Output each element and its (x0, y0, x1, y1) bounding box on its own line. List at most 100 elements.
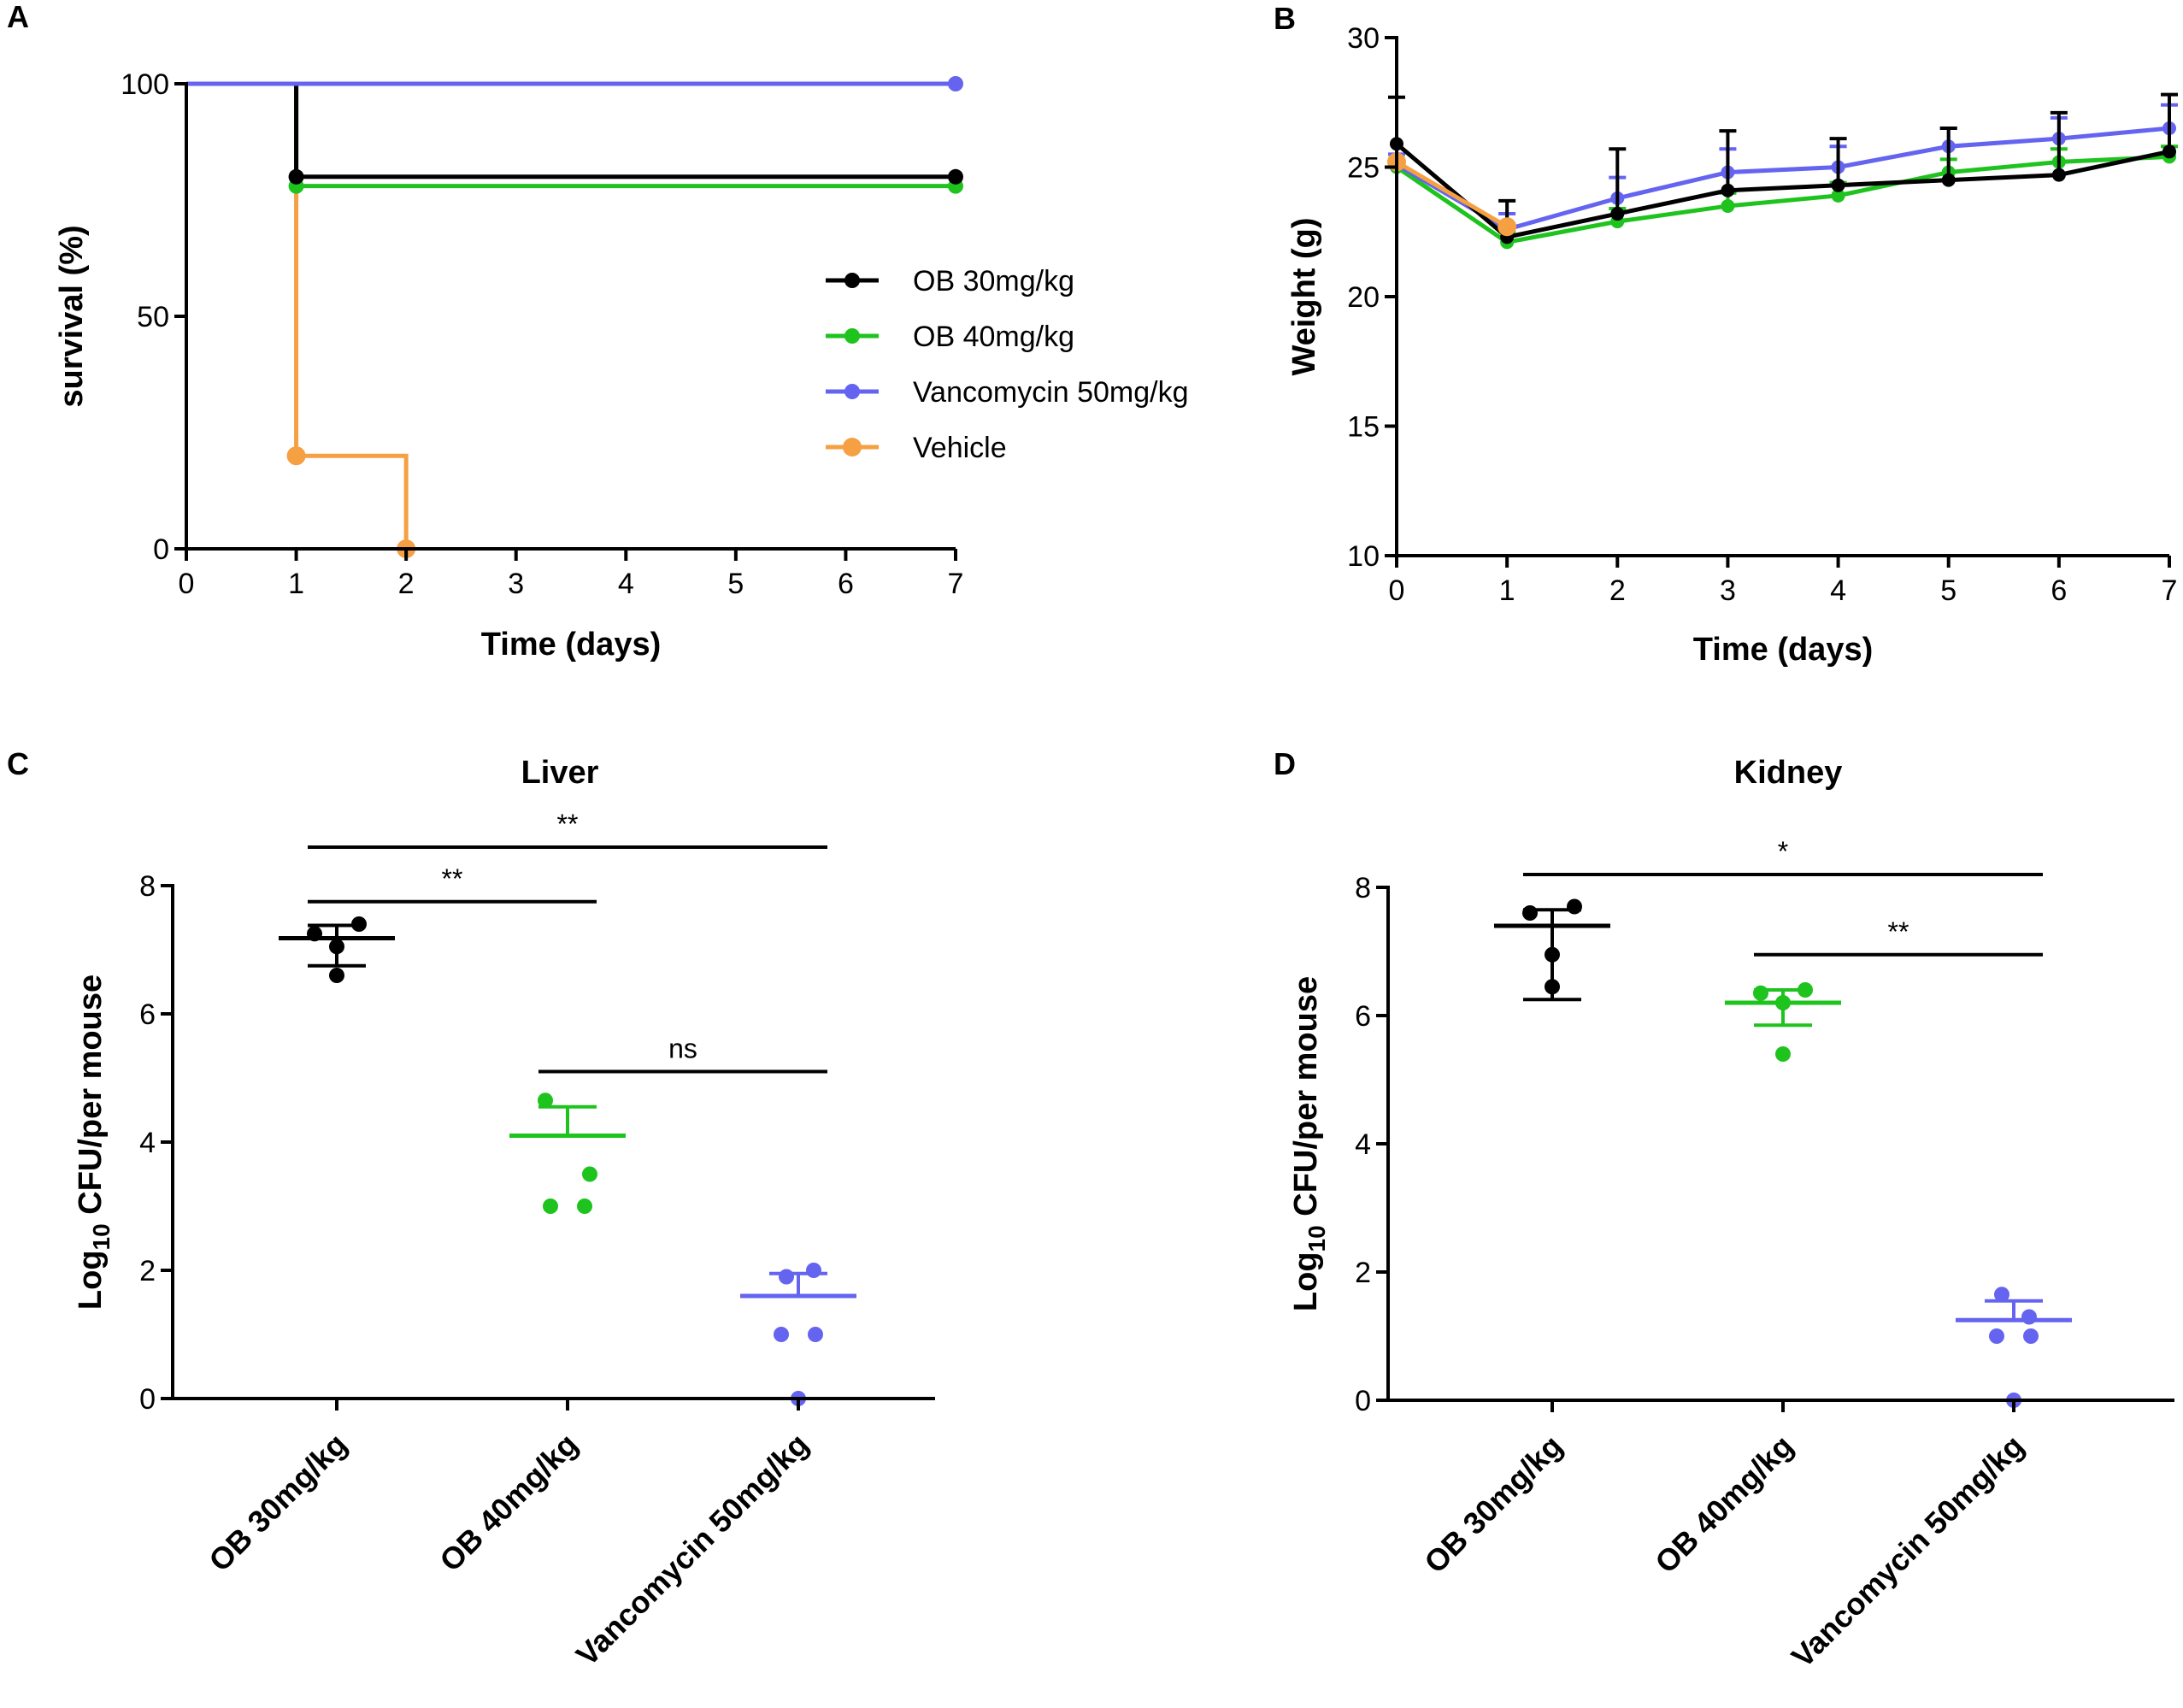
x-tick-label: 2 (1609, 574, 1626, 607)
data-point (1522, 905, 1538, 921)
series-line-0 (186, 81, 956, 180)
y-axis-title-log: Log (1288, 1252, 1324, 1311)
legend-marker (844, 328, 860, 344)
x-tick-label: 3 (508, 568, 524, 600)
data-point (1941, 173, 1956, 187)
x-tick-label: 5 (727, 568, 744, 600)
significance-label: ** (1888, 916, 1909, 947)
data-point (948, 168, 963, 185)
data-point (288, 168, 304, 185)
series-line-2 (1395, 142, 2170, 240)
data-point (351, 916, 367, 932)
significance-label: ** (442, 863, 463, 894)
legend-label: OB 30mg/kg (913, 265, 1074, 297)
y-tick-label: 2 (139, 1255, 156, 1287)
significance-label: ** (557, 809, 579, 839)
legend-marker (844, 273, 860, 288)
panel-letter-b: B (1274, 1, 1296, 36)
data-point (1610, 207, 1625, 221)
x-tick-label: 3 (1720, 574, 1736, 607)
x-tick-label: 1 (288, 568, 304, 600)
legend-marker (844, 384, 860, 399)
y-axis-title-subscript: 10 (88, 1223, 115, 1250)
y-tick-label: 20 (1347, 281, 1380, 314)
y-tick-label: 8 (139, 870, 156, 903)
data-point (1721, 198, 1735, 213)
data-point (1753, 985, 1768, 1001)
series-line-1 (1395, 126, 2170, 232)
x-tick-label: 4 (1830, 574, 1846, 607)
x-tick-label: 0 (179, 568, 195, 600)
category-label: OB 30mg/kg (1417, 1428, 1569, 1581)
series-line-0 (1395, 154, 2170, 245)
y-tick-label: 100 (121, 68, 169, 101)
data-point (307, 926, 322, 942)
y-tick-label: 6 (139, 998, 156, 1031)
data-point (1721, 183, 1735, 197)
y-axis-title: Weight (g) (1286, 217, 1322, 375)
y-tick-label: 2 (1355, 1257, 1371, 1289)
data-point (1775, 1046, 1791, 1062)
legend-label: Vancomycin 50mg/kg (913, 376, 1189, 409)
x-tick-label: 7 (948, 568, 964, 600)
y-tick-label: 50 (137, 301, 169, 333)
y-tick-label: 4 (139, 1127, 156, 1159)
chart-title: Liver (521, 755, 599, 791)
data-point (779, 1269, 794, 1285)
x-tick-label: 5 (1940, 574, 1956, 607)
category-label: Vancomycin 50mg/kg (1785, 1428, 2031, 1675)
y-tick-label: 0 (153, 533, 169, 566)
x-tick-label: 6 (2051, 574, 2067, 607)
y-tick-label: 15 (1347, 411, 1380, 444)
legend-label: Vehicle (913, 432, 1007, 464)
data-point (1831, 178, 1845, 192)
data-point (806, 1263, 821, 1278)
x-tick-label: 4 (618, 568, 634, 600)
category-label: Vancomycin 50mg/kg (569, 1427, 815, 1673)
y-tick-label: 4 (1355, 1128, 1371, 1161)
significance-label: ns (668, 1034, 697, 1064)
y-tick-label: 25 (1347, 152, 1380, 185)
x-tick-label: 7 (2162, 574, 2178, 607)
y-axis-title: Log10 CFU/per mouse (1288, 976, 1330, 1311)
data-point (577, 1199, 592, 1214)
y-axis-title-rest: CFU/per mouse (1288, 976, 1324, 1225)
data-point (329, 939, 344, 955)
legend-label: OB 40mg/kg (913, 321, 1074, 353)
y-axis-title: Log10 CFU/per mouse (73, 975, 115, 1310)
data-point (1498, 217, 1517, 237)
y-axis-title-log: Log (73, 1250, 109, 1310)
data-point (543, 1199, 558, 1214)
series-line-3 (1395, 160, 1509, 229)
data-point (2051, 168, 2066, 182)
data-point (1831, 188, 1845, 203)
chart-title: Kidney (1734, 755, 1843, 791)
y-axis-title: survival (%) (54, 225, 90, 407)
data-point (948, 76, 963, 91)
liver-cfu-chart: ** ** ns 0 2 4 6 8 OB 30mg/kg OB 40mg/kgVancomyci… (73, 755, 935, 1673)
data-point (774, 1327, 789, 1342)
y-axis-title-rest: CFU/per mouse (73, 975, 109, 1223)
data-point (1545, 979, 1560, 995)
significance-label: * (1778, 836, 1788, 867)
data-point (1567, 898, 1582, 915)
x-axis-title: Time (days) (1693, 632, 1873, 668)
data-point (2023, 1328, 2039, 1344)
weight-chart: 0 1 2 3 4 5 6 7 10 15 20 25 30 Time (days) Weight (g) (1286, 22, 2178, 668)
data-point (1775, 995, 1791, 1010)
y-tick-label: 6 (1355, 1000, 1371, 1033)
series-line-1 (186, 81, 956, 189)
data-point (538, 1093, 553, 1109)
panel-letter-d: D (1274, 746, 1296, 781)
x-tick-label: 1 (1499, 574, 1515, 607)
y-axis-title-subscript: 10 (1303, 1225, 1330, 1252)
data-point (1545, 946, 1560, 963)
legend-marker (843, 438, 862, 456)
x-axis-title: Time (days) (481, 627, 661, 663)
survival-chart: 0 1 2 3 4 5 6 7 0 50 100 Time (days) survival (%) OB … (54, 68, 1189, 663)
y-tick-label: 8 (1355, 872, 1371, 904)
panel-letter-c: C (7, 746, 29, 781)
data-point (1989, 1328, 2004, 1344)
